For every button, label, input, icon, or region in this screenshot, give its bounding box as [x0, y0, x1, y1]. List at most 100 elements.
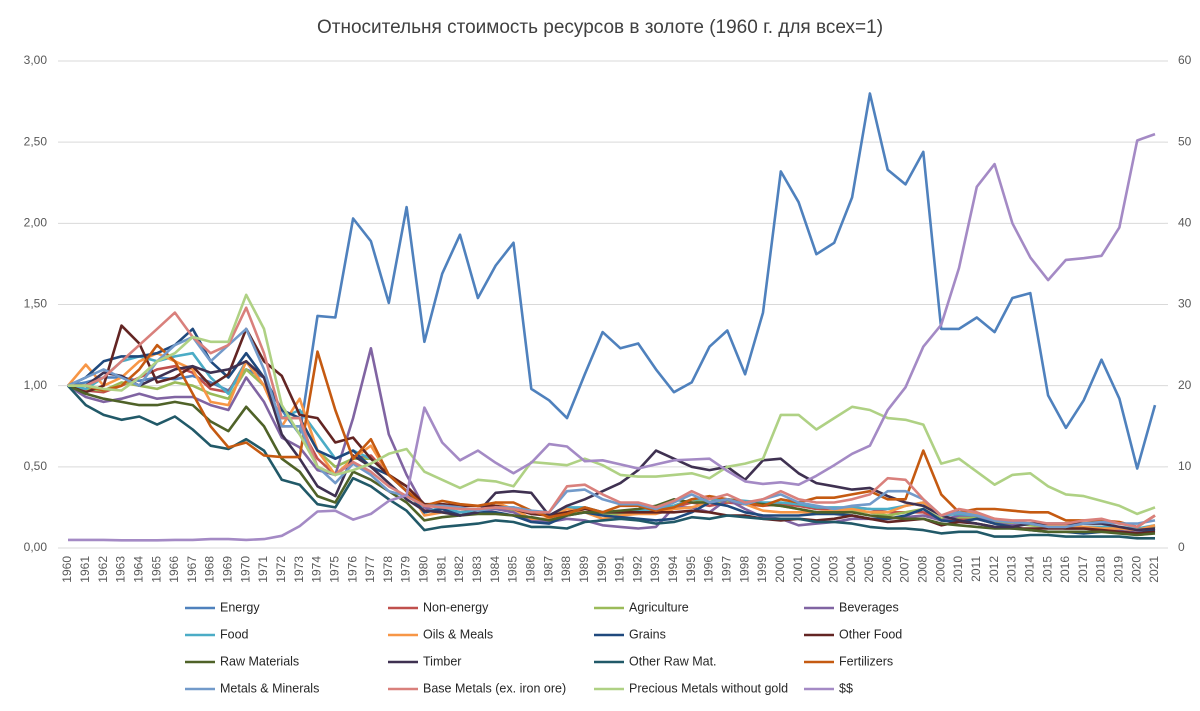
x-tick-label: 2019 [1112, 556, 1126, 583]
x-tick-label: 1987 [541, 556, 555, 583]
series-line [68, 306, 1156, 529]
legend-label: Fertilizers [839, 654, 893, 668]
x-tick-label: 1971 [256, 556, 270, 583]
y-tick-label: 1,50 [24, 297, 48, 311]
y-tick-label: 1,00 [24, 378, 48, 392]
x-tick-label: 1967 [185, 556, 199, 583]
x-tick-label: 2009 [933, 556, 947, 583]
x-tick-label: 1984 [488, 556, 502, 583]
x-tick-label: 2011 [969, 556, 983, 582]
x-tick-label: 1994 [666, 556, 680, 583]
series-line [68, 132, 1156, 542]
x-tick-label: 2012 [987, 556, 1001, 583]
x-tick-label: 1997 [719, 556, 733, 583]
x-tick-label: 1965 [149, 556, 163, 583]
y2-tick-label: 40 [1178, 216, 1192, 230]
legend-label: Other Food [839, 627, 902, 641]
y-tick-label: 0,50 [24, 459, 48, 473]
x-tick-label: 1988 [559, 556, 573, 583]
x-tick-label: 1968 [203, 556, 217, 583]
x-tick-label: 2005 [862, 556, 876, 583]
x-tick-label: 1982 [452, 556, 466, 583]
x-tick-label: 1983 [470, 556, 484, 583]
x-tick-label: 1978 [381, 556, 395, 583]
x-tick-label: 1977 [363, 556, 377, 583]
legend-label: Energy [220, 600, 260, 614]
x-tick-label: 2018 [1094, 556, 1108, 583]
x-tick-label: 1985 [506, 556, 520, 583]
x-tick-label: 1980 [417, 556, 431, 583]
x-tick-label: 2000 [773, 556, 787, 583]
x-tick-label: 2016 [1058, 556, 1072, 583]
x-tick-label: 2013 [1005, 556, 1019, 583]
x-tick-label: 2014 [1022, 556, 1036, 583]
x-tick-label: 1986 [523, 556, 537, 583]
legend-label: Grains [629, 627, 666, 641]
series-line [67, 92, 1157, 470]
x-tick-label: 1995 [684, 556, 698, 583]
x-tick-label: 2006 [880, 556, 894, 583]
x-tick-label: 1970 [238, 556, 252, 583]
x-tick-label: 1960 [60, 556, 74, 583]
x-tick-label: 1974 [310, 556, 324, 583]
x-tick-label: 1962 [96, 556, 110, 583]
x-tick-label: 1998 [737, 556, 751, 583]
y-tick-label: 2,50 [24, 134, 48, 148]
y2-tick-label: 60 [1178, 53, 1192, 67]
x-tick-label: 2008 [916, 556, 930, 583]
x-tick-label: 1975 [327, 556, 341, 583]
legend-label: Other Raw Mat. [629, 654, 717, 668]
y2-tick-label: 50 [1178, 134, 1192, 148]
x-tick-label: 1981 [434, 556, 448, 583]
legend-label: Food [220, 627, 249, 641]
legend-label: Base Metals (ex. iron ore) [423, 681, 566, 695]
x-tick-label: 1999 [755, 556, 769, 583]
x-tick-label: 2004 [844, 556, 858, 583]
x-tick-label: 1973 [292, 556, 306, 583]
legend-label: $$ [839, 681, 853, 695]
x-tick-label: 1990 [595, 556, 609, 583]
x-tick-label: 1979 [399, 556, 413, 583]
x-tick-label: 1996 [702, 556, 716, 583]
y-tick-label: 0,00 [24, 540, 48, 554]
x-tick-label: 2015 [1040, 556, 1054, 583]
x-tick-label: 2020 [1129, 556, 1143, 583]
y2-tick-label: 10 [1178, 459, 1192, 473]
x-tick-label: 2001 [791, 556, 805, 583]
x-tick-label: 2021 [1147, 556, 1161, 583]
x-tick-label: 1966 [167, 556, 181, 583]
x-tick-label: 2007 [898, 556, 912, 583]
legend-label: Beverages [839, 600, 899, 614]
series-line [67, 368, 1156, 532]
x-tick-label: 1964 [131, 556, 145, 583]
y2-tick-label: 20 [1178, 378, 1192, 392]
series-line [67, 327, 1156, 529]
x-tick-label: 1961 [78, 556, 92, 583]
legend-label: Oils & Meals [423, 627, 493, 641]
x-tick-label: 1993 [648, 556, 662, 583]
legend-label: Precious Metals without gold [629, 681, 788, 695]
legend-label: Raw Materials [220, 654, 299, 668]
x-tick-label: 1972 [274, 556, 288, 583]
series-line [68, 360, 1156, 532]
x-tick-label: 2003 [826, 556, 840, 583]
series-line [68, 293, 1156, 516]
y2-tick-label: 30 [1178, 297, 1192, 311]
series-line [67, 384, 1155, 540]
chart-title: Относительня стоимость ресурсов в золоте… [317, 17, 883, 38]
x-tick-label: 1992 [630, 556, 644, 583]
series-line [68, 343, 1156, 529]
x-tick-label: 2002 [809, 556, 823, 583]
legend-label: Agriculture [629, 600, 689, 614]
x-tick-label: 2017 [1076, 556, 1090, 583]
x-tick-label: 1991 [613, 556, 627, 583]
y-tick-label: 2,00 [24, 216, 48, 230]
x-tick-label: 2010 [951, 556, 965, 583]
x-tick-label: 1963 [114, 556, 128, 583]
series-line [67, 384, 1156, 537]
series-line [67, 327, 1156, 535]
legend-label: Timber [423, 654, 461, 668]
x-tick-label: 1976 [345, 556, 359, 583]
